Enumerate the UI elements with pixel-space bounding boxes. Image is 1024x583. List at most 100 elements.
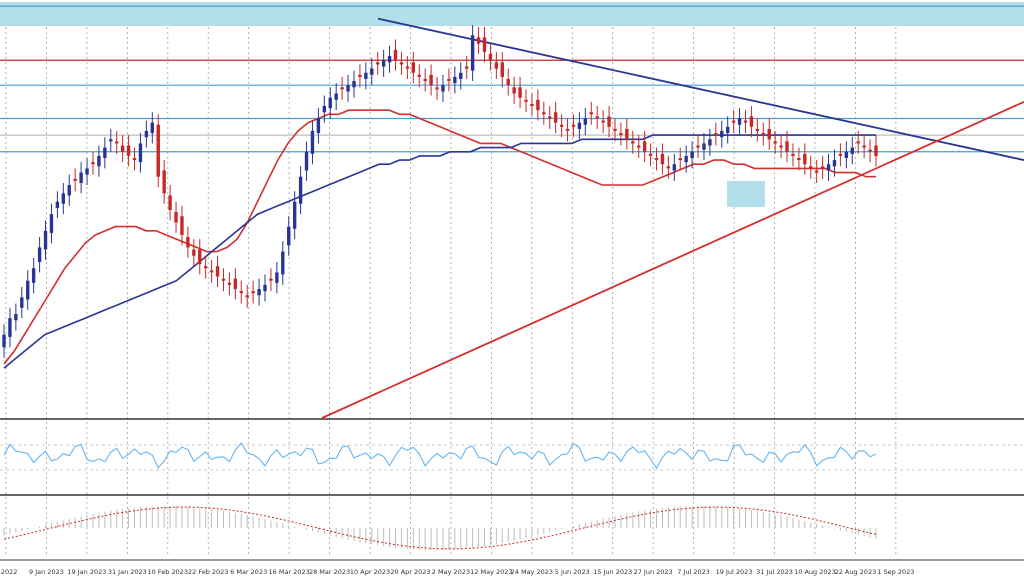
candle-body bbox=[364, 72, 368, 79]
candle-body bbox=[731, 120, 736, 123]
candle-body bbox=[73, 178, 77, 181]
candle-body bbox=[832, 160, 837, 167]
candle-body bbox=[126, 145, 131, 156]
candle-body bbox=[186, 237, 190, 248]
candle-body bbox=[553, 112, 558, 123]
candle-body bbox=[180, 216, 184, 235]
candle-body bbox=[749, 116, 754, 127]
candle-body bbox=[642, 141, 647, 152]
candle-body bbox=[459, 72, 463, 79]
candle-body bbox=[245, 295, 249, 298]
x-tick-label: 19 Jan 2023 bbox=[67, 568, 106, 576]
candle-body bbox=[737, 118, 742, 125]
candle-body bbox=[239, 291, 243, 294]
candle-body bbox=[37, 247, 42, 262]
candle-body bbox=[109, 139, 113, 142]
candle-body bbox=[358, 74, 362, 77]
x-tick-label: 2 May 2023 bbox=[432, 568, 470, 576]
x-tick-label: 31 Jul 2023 bbox=[756, 568, 793, 576]
candle-body bbox=[97, 155, 101, 167]
candle-body bbox=[453, 76, 457, 84]
candle-body bbox=[488, 54, 493, 61]
candle-body bbox=[743, 120, 748, 123]
candle-body bbox=[476, 37, 481, 44]
candle-body bbox=[441, 85, 445, 92]
candle-body bbox=[8, 318, 12, 337]
histogram-panel bbox=[0, 506, 1024, 561]
candle-body bbox=[144, 130, 149, 138]
x-tick-label: 10 Feb 2023 bbox=[148, 568, 188, 576]
candle-body bbox=[779, 145, 783, 148]
candle-body bbox=[726, 126, 730, 134]
candle-body bbox=[512, 87, 516, 94]
candle-body bbox=[589, 112, 593, 115]
candle-body bbox=[198, 249, 202, 265]
candle-body bbox=[61, 193, 66, 204]
candle-body bbox=[298, 176, 303, 204]
candle-body bbox=[482, 37, 487, 52]
resistance-trendline bbox=[377, 17, 1024, 161]
candle-body bbox=[666, 166, 671, 169]
candle-body bbox=[696, 145, 700, 148]
candle-body bbox=[464, 66, 469, 69]
candle-body bbox=[577, 122, 582, 129]
candle-body bbox=[405, 66, 410, 69]
candle-body bbox=[31, 268, 36, 283]
candle-body bbox=[156, 124, 160, 177]
candle-body bbox=[565, 128, 570, 131]
candle-body bbox=[263, 284, 267, 292]
candle-body bbox=[678, 158, 682, 161]
oscillator-panel bbox=[0, 442, 1024, 496]
candle-body bbox=[690, 151, 694, 158]
candle-body bbox=[340, 87, 344, 90]
candle-body bbox=[174, 212, 178, 223]
candle-body bbox=[826, 164, 831, 171]
trendlines bbox=[321, 17, 1024, 419]
x-tick-label: 31 Jan 2023 bbox=[108, 568, 147, 576]
candle-body bbox=[328, 97, 332, 109]
candle-body bbox=[203, 266, 208, 269]
candle-body bbox=[601, 120, 605, 123]
x-tick-label: 5 Jun 2023 bbox=[555, 568, 590, 576]
candle-body bbox=[423, 78, 427, 82]
candle-body bbox=[844, 151, 849, 158]
candle-body bbox=[797, 158, 801, 161]
candle-body bbox=[708, 139, 712, 146]
x-tick-label: 28 Mar 2023 bbox=[309, 568, 350, 576]
candle-body bbox=[773, 141, 777, 144]
candle-body bbox=[399, 62, 404, 65]
candle-body bbox=[287, 226, 291, 246]
candle-body bbox=[613, 128, 617, 131]
candle-body bbox=[868, 149, 872, 152]
moving-average-fast bbox=[3, 109, 876, 365]
candle-body bbox=[162, 170, 166, 194]
x-tick-label: 6 Mar 2023 bbox=[230, 568, 267, 576]
x-tick-label: 7 Jul 2023 bbox=[677, 568, 710, 576]
candle-body bbox=[304, 151, 309, 171]
horizontal-levels bbox=[0, 5, 1024, 420]
x-tick-label: 2 2022 bbox=[0, 568, 17, 576]
candle-body bbox=[500, 62, 504, 77]
candle-body bbox=[132, 158, 137, 161]
candle-body bbox=[548, 116, 552, 119]
candle-body bbox=[322, 106, 327, 113]
candle-body bbox=[874, 145, 878, 156]
candle-body bbox=[376, 62, 380, 65]
candle-body bbox=[352, 81, 356, 88]
candle-body bbox=[221, 278, 226, 281]
x-tick-label: 24 May 2023 bbox=[511, 568, 553, 576]
candle-body bbox=[648, 153, 653, 156]
x-tick-label: 20 Apr 2023 bbox=[390, 568, 430, 576]
candle-body bbox=[209, 270, 214, 273]
candle-body bbox=[150, 122, 154, 134]
candle-body bbox=[862, 145, 866, 148]
candle-body bbox=[684, 155, 688, 163]
highlight-zone bbox=[727, 181, 765, 207]
candles bbox=[2, 24, 878, 358]
candle-body bbox=[631, 141, 635, 144]
candle-body bbox=[850, 147, 854, 154]
x-tick-label: 27 Jun 2023 bbox=[634, 568, 673, 576]
candle-body bbox=[275, 272, 279, 283]
